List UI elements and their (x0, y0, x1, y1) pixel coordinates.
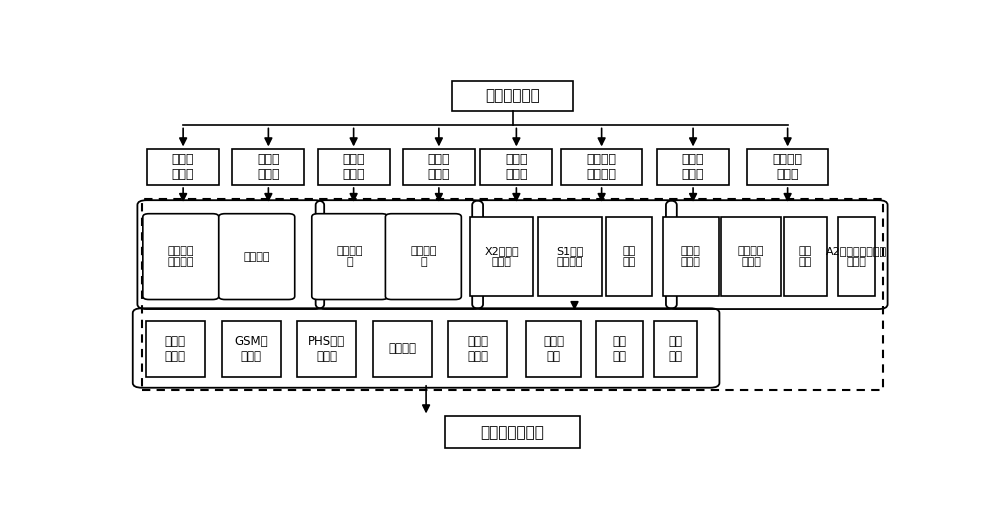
FancyBboxPatch shape (654, 321, 697, 377)
Text: 优化建议或方案: 优化建议或方案 (481, 425, 544, 440)
Text: 设备阻
塞干扰: 设备阻 塞干扰 (467, 335, 488, 363)
Text: 人为因素
判断规则: 人为因素 判断规则 (587, 153, 617, 181)
Text: 杂散干扰: 杂散干扰 (388, 342, 416, 356)
FancyBboxPatch shape (452, 81, 573, 110)
Text: PHS小灵
通干扰: PHS小灵 通干扰 (308, 335, 345, 363)
FancyBboxPatch shape (721, 217, 781, 296)
FancyBboxPatch shape (445, 416, 580, 448)
FancyBboxPatch shape (663, 217, 719, 296)
FancyBboxPatch shape (838, 217, 875, 296)
FancyBboxPatch shape (526, 321, 581, 377)
FancyBboxPatch shape (747, 149, 828, 185)
Text: A2盲重定向门限设
置过高: A2盲重定向门限设 置过高 (826, 246, 887, 267)
Text: 设备
干扰: 设备 干扰 (612, 335, 626, 363)
Bar (142, 199, 883, 390)
FancyBboxPatch shape (312, 214, 388, 299)
Text: 覆盖判
断规则: 覆盖判 断规则 (257, 153, 280, 181)
Text: 真性弱覆
盖: 真性弱覆 盖 (410, 246, 437, 267)
Text: 干扰器
干扰: 干扰器 干扰 (543, 335, 564, 363)
Text: 干扰判
断规则: 干扰判 断规则 (342, 153, 365, 181)
Text: X2链路存
在告警: X2链路存 在告警 (484, 246, 519, 267)
FancyBboxPatch shape (222, 321, 281, 377)
Text: 待判决子根因: 待判决子根因 (485, 88, 540, 103)
Text: 邻区信息
配置错误: 邻区信息 配置错误 (168, 246, 194, 267)
FancyBboxPatch shape (297, 321, 356, 377)
Text: 其他
因素: 其他 因素 (799, 246, 812, 267)
FancyBboxPatch shape (448, 321, 507, 377)
FancyBboxPatch shape (538, 217, 602, 296)
Text: 小区
故障: 小区 故障 (622, 246, 635, 267)
Text: 故障判
断规则: 故障判 断规则 (428, 153, 450, 181)
FancyBboxPatch shape (480, 149, 552, 185)
FancyBboxPatch shape (147, 149, 219, 185)
Text: 交叉时
除干扰: 交叉时 除干扰 (165, 335, 186, 363)
FancyBboxPatch shape (403, 149, 475, 185)
FancyBboxPatch shape (657, 149, 729, 185)
Text: 邻区判
断规则: 邻区判 断规则 (172, 153, 194, 181)
Text: 其他
干扰: 其他 干扰 (668, 335, 682, 363)
Text: 操作判
断规则: 操作判 断规则 (505, 153, 528, 181)
Text: 人为修
改参数: 人为修 改参数 (681, 246, 701, 267)
FancyBboxPatch shape (373, 321, 432, 377)
FancyBboxPatch shape (232, 149, 304, 185)
FancyBboxPatch shape (385, 214, 461, 299)
Text: 邻区漏配: 邻区漏配 (244, 252, 270, 262)
Text: 人为因素
（拔电: 人为因素 （拔电 (738, 246, 764, 267)
FancyBboxPatch shape (596, 321, 643, 377)
FancyBboxPatch shape (470, 217, 533, 296)
FancyBboxPatch shape (561, 149, 642, 185)
Text: 假性弱覆
盖: 假性弱覆 盖 (336, 246, 363, 267)
FancyBboxPatch shape (784, 217, 827, 296)
Text: 重定向判
断规则: 重定向判 断规则 (773, 153, 803, 181)
Text: 其他判
断规则: 其他判 断规则 (682, 153, 704, 181)
FancyBboxPatch shape (318, 149, 390, 185)
FancyBboxPatch shape (143, 214, 219, 299)
FancyBboxPatch shape (606, 217, 652, 296)
Text: S1链路
存在告警: S1链路 存在告警 (556, 246, 584, 267)
FancyBboxPatch shape (219, 214, 295, 299)
Text: GSM互
调干扰: GSM互 调干扰 (235, 335, 268, 363)
FancyBboxPatch shape (146, 321, 205, 377)
